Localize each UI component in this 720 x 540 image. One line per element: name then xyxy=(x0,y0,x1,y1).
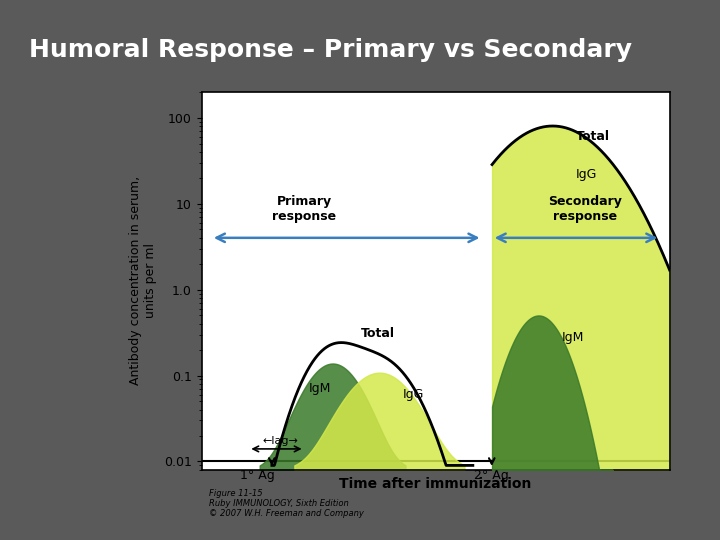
Text: IgM: IgM xyxy=(310,382,332,395)
X-axis label: Time after immunization: Time after immunization xyxy=(339,477,532,491)
Text: Total: Total xyxy=(576,130,610,143)
Text: Figure 11-15
Ruby IMMUNOLOGY, Sixth Edition
© 2007 W.H. Freeman and Company: Figure 11-15 Ruby IMMUNOLOGY, Sixth Edit… xyxy=(209,489,364,518)
Text: Primary
response: Primary response xyxy=(272,195,337,223)
Text: IgG: IgG xyxy=(403,388,424,401)
Text: 1° Ag: 1° Ag xyxy=(240,469,275,482)
Text: IgM: IgM xyxy=(562,332,585,345)
Text: Secondary
response: Secondary response xyxy=(549,195,622,223)
Text: ←lag→: ←lag→ xyxy=(262,436,298,446)
Text: 2° Ag: 2° Ag xyxy=(474,469,509,482)
Text: Humoral Response – Primary vs Secondary: Humoral Response – Primary vs Secondary xyxy=(29,38,632,62)
Y-axis label: Antibody concentration in serum,
units per ml: Antibody concentration in serum, units p… xyxy=(129,176,157,386)
Text: Total: Total xyxy=(361,327,395,340)
Text: IgG: IgG xyxy=(576,168,598,181)
